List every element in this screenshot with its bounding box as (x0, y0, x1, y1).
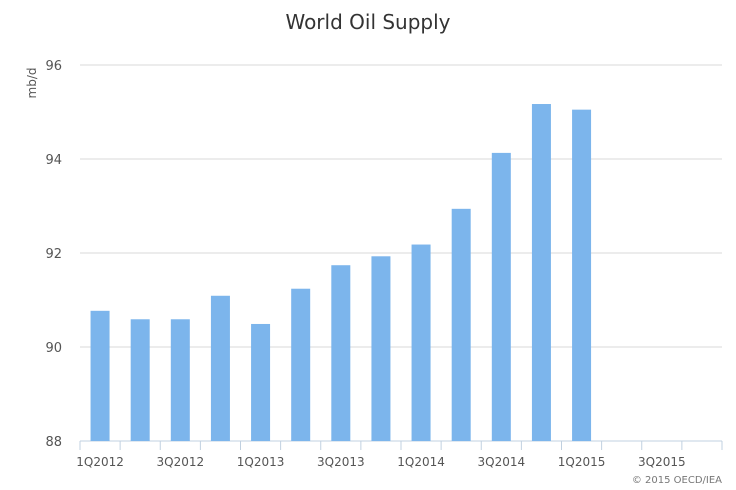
bar (170, 319, 190, 441)
bar (531, 104, 551, 441)
y-tick-labels: 88 90 92 94 96 (45, 59, 62, 450)
y-axis-label: mb/d (25, 68, 39, 99)
x-tick-label: 3Q2015 (638, 455, 686, 469)
bar (210, 295, 230, 441)
bar (371, 256, 391, 441)
bar (130, 319, 150, 441)
y-tick-label: 88 (45, 435, 62, 450)
chart-title: World Oil Supply (285, 10, 450, 34)
x-tick-label: 1Q2015 (558, 455, 606, 469)
bars (90, 104, 592, 442)
x-tick-label: 1Q2013 (237, 455, 285, 469)
y-tick-label: 94 (45, 153, 62, 168)
bar (251, 323, 271, 441)
bar (451, 208, 471, 441)
y-tick-label: 90 (45, 341, 62, 356)
y-tick-label: 92 (45, 247, 62, 262)
bar (90, 310, 110, 441)
x-tick-label: 3Q2014 (478, 455, 526, 469)
credit-text: © 2015 OECD/IEA (632, 475, 722, 486)
bar (411, 244, 431, 441)
x-tick-label: 1Q2012 (76, 455, 124, 469)
x-tick-label: 3Q2013 (317, 455, 365, 469)
bar (291, 288, 311, 441)
bar (491, 152, 511, 441)
y-tick-label: 96 (45, 59, 62, 74)
bar (572, 109, 592, 442)
x-tick-label: 1Q2014 (397, 455, 445, 469)
x-tick-label: 3Q2012 (157, 455, 205, 469)
x-tick-labels: 1Q2012 3Q2012 1Q2013 3Q2013 1Q2014 3Q2014 1Q20… (76, 441, 723, 469)
bar (331, 265, 351, 441)
